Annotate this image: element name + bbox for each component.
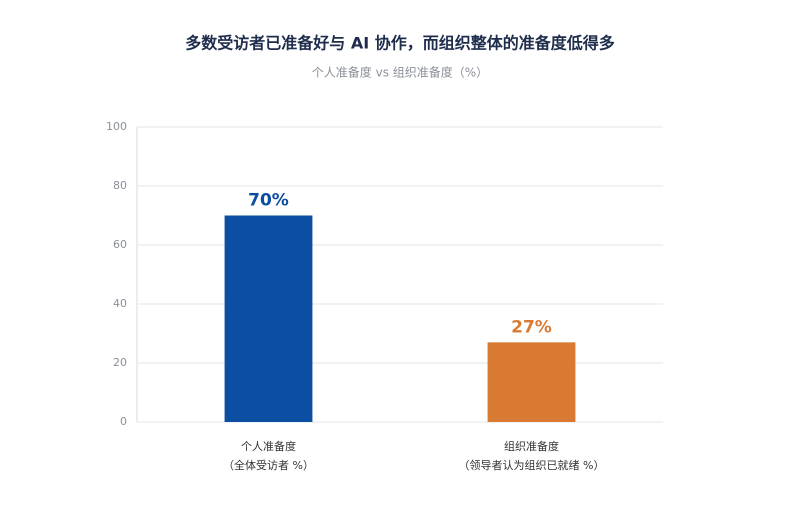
x-tick-note: （全体受访者 %） — [223, 458, 314, 472]
y-tick-label: 60 — [113, 238, 127, 251]
y-tick-label: 0 — [120, 415, 127, 428]
x-tick-label: 个人准备度 — [241, 439, 296, 453]
x-tick-label: 组织准备度 — [504, 439, 559, 453]
x-tick-note: （领导者认为组织已就绪 %） — [459, 458, 605, 472]
chart-title: 多数受访者已准备好与 AI 协作，而组织整体的准备度低得多 — [185, 34, 614, 53]
chart-subtitle: 个人准备度 vs 组织准备度（%） — [312, 65, 488, 80]
bar — [224, 215, 313, 422]
y-tick-label: 80 — [113, 179, 127, 192]
y-tick-label: 100 — [106, 120, 127, 133]
bar — [487, 342, 576, 422]
value-label: 27% — [511, 317, 552, 337]
value-label: 70% — [248, 191, 289, 211]
y-tick-label: 40 — [113, 297, 127, 310]
y-tick-label: 20 — [113, 356, 127, 369]
